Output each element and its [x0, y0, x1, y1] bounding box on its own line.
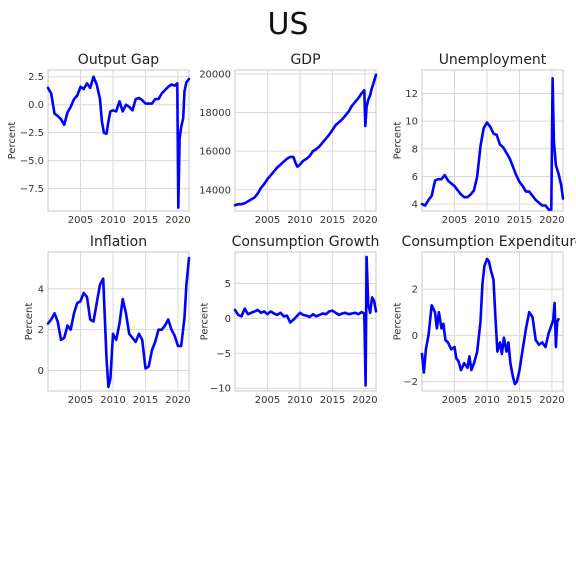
y-tick-label: 2 — [38, 325, 44, 336]
series-line — [46, 75, 191, 209]
panel-inflation: 2005 2010 2015 2020 4 2 0 Inflation Percent — [24, 234, 190, 406]
series-line — [46, 256, 191, 389]
plot-area-frame — [234, 69, 377, 212]
x-tick-label: 2020 — [165, 395, 190, 406]
y-tick-label: 10 — [405, 117, 418, 128]
x-tick-label: 2020 — [539, 215, 564, 226]
x-tick-label: 2020 — [539, 395, 564, 406]
y-tick-label: 0.0 — [28, 100, 44, 111]
y-axis-label: Percent — [24, 303, 35, 341]
y-tick-label: 4 — [412, 200, 418, 211]
series-line — [420, 77, 565, 211]
y-tick-label: 4 — [38, 284, 44, 295]
panel-output-gap: 2005 2010 2015 2020 2.5 0.0 −2.5 −5.0 −7.5 Output… — [7, 52, 191, 226]
y-tick-label: −7.5 — [20, 184, 44, 195]
y-axis-label: Percent — [392, 122, 403, 160]
x-tick-label: 2015 — [507, 395, 532, 406]
series-line — [420, 257, 560, 386]
y-tick-label: 18000 — [199, 108, 231, 119]
y-axis-label: Percent — [200, 303, 211, 341]
panel-title: Consumption Expenditure — [402, 234, 576, 250]
y-tick-label: 8 — [412, 144, 418, 155]
x-tick-label: 2005 — [68, 215, 93, 226]
y-tick-label: 16000 — [199, 147, 231, 158]
panel-title: Output Gap — [78, 52, 160, 68]
y-tick-label: 0 — [38, 366, 44, 377]
y-tick-label: −5.0 — [20, 156, 44, 167]
y-tick-label: −2.5 — [20, 128, 44, 139]
x-tick-label: 2010 — [100, 215, 125, 226]
x-tick-label: 2015 — [320, 215, 345, 226]
x-tick-label: 2010 — [474, 215, 499, 226]
figure-title: US — [267, 7, 308, 42]
y-tick-label: −2 — [403, 377, 418, 388]
panel-title: Unemployment — [439, 52, 547, 68]
panel-consumption-growth: 2005 2010 2015 2020 5 0 −5 −10 Consumption Growt… — [200, 234, 380, 406]
series-line — [233, 73, 378, 207]
x-tick-label: 2015 — [507, 215, 532, 226]
plot-area-frame — [234, 251, 377, 392]
y-tick-label: 14000 — [199, 185, 231, 196]
x-tick-label: 2010 — [100, 395, 125, 406]
y-tick-label: 5 — [225, 279, 231, 290]
x-tick-label: 2015 — [133, 215, 158, 226]
x-tick-label: 2005 — [442, 395, 467, 406]
plot-area-frame — [421, 69, 564, 212]
plot-area-frame — [421, 251, 564, 392]
y-axis-label: Percent — [392, 303, 403, 341]
series-line — [233, 255, 378, 387]
y-tick-label: −10 — [210, 384, 231, 395]
x-tick-label: 2010 — [287, 215, 312, 226]
x-tick-label: 2010 — [474, 395, 499, 406]
x-tick-label: 2020 — [352, 395, 377, 406]
y-tick-label: −5 — [216, 349, 231, 360]
y-tick-label: 20000 — [199, 69, 231, 80]
y-tick-label: 0 — [412, 331, 418, 342]
panel-title: Consumption Growth — [232, 234, 380, 250]
x-tick-label: 2010 — [287, 395, 312, 406]
x-tick-label: 2005 — [255, 215, 280, 226]
y-tick-label: 2 — [412, 285, 418, 296]
panel-gdp: 2005 2010 2015 2020 20000 18000 16000 14000 GDP — [199, 52, 377, 226]
x-tick-label: 2005 — [442, 215, 467, 226]
x-tick-label: 2015 — [133, 395, 158, 406]
x-tick-label: 2015 — [320, 395, 345, 406]
x-tick-label: 2020 — [352, 215, 377, 226]
panel-unemployment: 2005 2010 2015 2020 12 10 8 6 4 Unemployment Perce… — [392, 52, 564, 226]
y-tick-label: 0 — [225, 314, 231, 325]
x-tick-label: 2020 — [165, 215, 190, 226]
panel-title: Inflation — [90, 234, 147, 250]
y-axis-label: Percent — [7, 122, 18, 160]
y-tick-label: 2.5 — [28, 72, 44, 83]
x-tick-label: 2005 — [68, 395, 93, 406]
y-tick-label: 6 — [412, 172, 418, 183]
plot-area-frame — [47, 69, 190, 212]
x-tick-label: 2005 — [255, 395, 280, 406]
y-tick-label: 12 — [405, 89, 418, 100]
panel-title: GDP — [290, 52, 320, 68]
